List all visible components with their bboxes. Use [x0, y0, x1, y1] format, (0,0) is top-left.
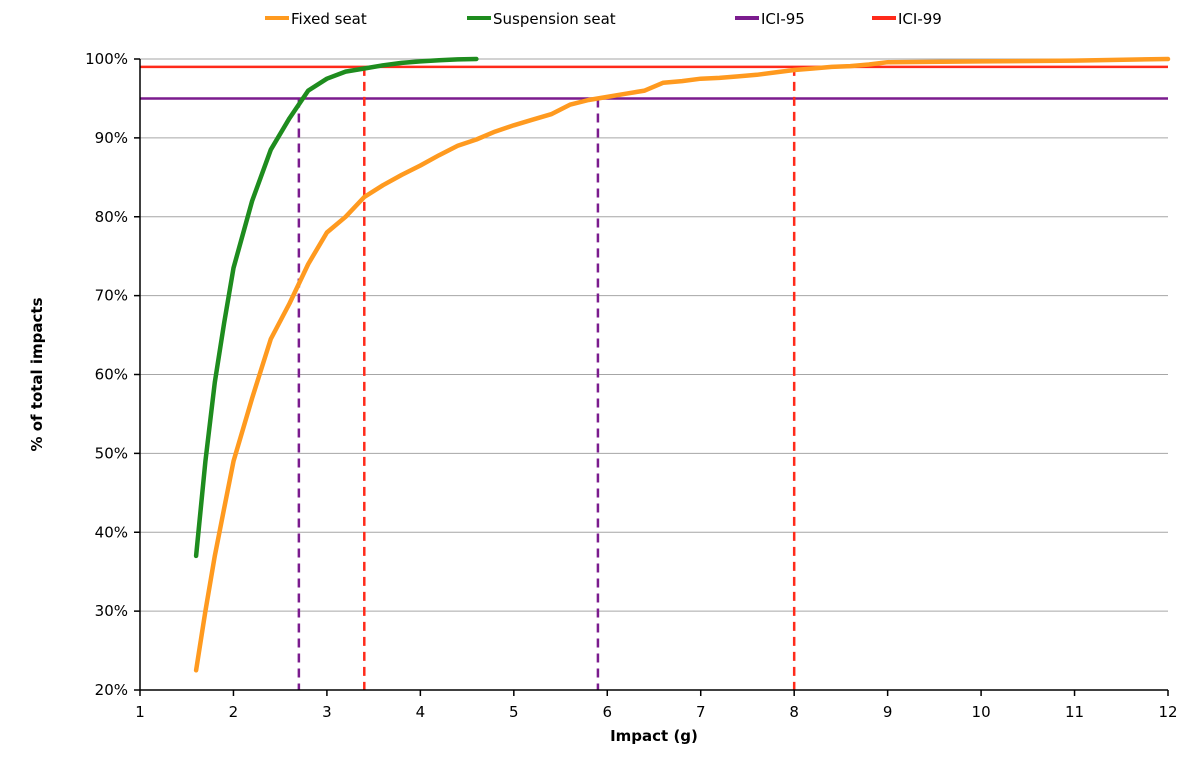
x-tick-label: 10 — [972, 703, 991, 721]
legend-label: ICI-99 — [898, 10, 942, 28]
y-tick-label: 90% — [95, 129, 128, 147]
y-tick-label: 70% — [95, 287, 128, 305]
legend-label: Suspension seat — [493, 10, 616, 28]
legend-label: Fixed seat — [291, 10, 367, 28]
y-tick-label: 50% — [95, 444, 128, 462]
gridlines — [140, 58, 1168, 612]
y-tick-label: 20% — [95, 681, 128, 699]
y-tick-label: 100% — [85, 50, 128, 68]
data-series — [193, 56, 1171, 673]
reference-lines — [140, 65, 1168, 690]
axes: 20%30%40%50%60%70%80%90%100%1 2 3 4 5 6 7 8 9 10 1… — [85, 50, 1177, 721]
y-tick-label: 30% — [95, 602, 128, 620]
y-tick-label: 60% — [95, 366, 128, 384]
legend-label: ICI-95 — [761, 10, 805, 28]
x-tick-label: 11 — [1065, 703, 1084, 721]
y-tick-label: 80% — [95, 208, 128, 226]
series-line — [193, 56, 1171, 673]
x-tick-label: 4 — [416, 703, 426, 721]
x-tick-label: 8 — [789, 703, 799, 721]
x-tick-label: 12 — [1158, 703, 1177, 721]
x-tick-label: 1 — [135, 703, 145, 721]
x-tick-label: 5 — [509, 703, 519, 721]
x-tick-label: 9 — [883, 703, 893, 721]
x-tick-label: 2 — [229, 703, 239, 721]
x-axis-title: Impact (g) — [610, 727, 698, 745]
series-line — [193, 56, 479, 559]
x-tick-label: 3 — [322, 703, 332, 721]
x-tick-label: 7 — [696, 703, 706, 721]
x-tick-label: 6 — [602, 703, 612, 721]
legend: Fixed seat Suspension seat ICI-95 ICI-99 — [265, 10, 942, 28]
y-tick-label: 40% — [95, 523, 128, 541]
y-axis-title: % of total impacts — [28, 297, 46, 451]
